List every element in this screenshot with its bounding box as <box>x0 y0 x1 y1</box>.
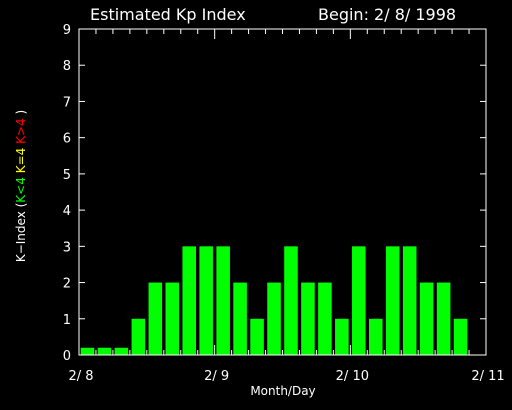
y-tick-label-2: 2 <box>63 277 71 292</box>
y-label-part-0: K−Index ( <box>14 203 28 262</box>
y-tick-label-0: 0 <box>63 349 71 364</box>
bar-19 <box>402 246 417 355</box>
y-tick-label-4: 4 <box>63 204 71 219</box>
y-tick-label-1: 1 <box>63 313 71 328</box>
y-tick-label-7: 7 <box>63 95 71 110</box>
bar-7 <box>199 246 213 355</box>
bars-group <box>80 246 468 355</box>
bar-21 <box>436 282 451 355</box>
x-axis-label: Month/Day <box>250 384 315 398</box>
y-tick-label-6: 6 <box>63 132 71 147</box>
y-tick-label-9: 9 <box>63 23 71 38</box>
y-tick-label-8: 8 <box>63 59 71 74</box>
bar-11 <box>267 282 281 355</box>
x-tick-label-1: 2/ 9 <box>204 369 229 384</box>
bar-18 <box>385 246 400 355</box>
y-axis-label: K−Index (K<4 K=4 K>4 ) <box>14 110 28 262</box>
begin-date-label: Begin: 2/ 8/ 1998 <box>318 5 456 24</box>
x-tick-label-3: 2/ 11 <box>471 369 504 384</box>
bar-13 <box>301 282 315 355</box>
bar-10 <box>250 318 264 355</box>
bar-9 <box>233 282 247 355</box>
y-label-part-6: ) <box>14 110 28 119</box>
bar-3 <box>131 318 146 355</box>
bar-2 <box>114 347 129 355</box>
bar-14 <box>318 282 332 355</box>
bar-0 <box>80 347 95 355</box>
chart-title: Estimated Kp Index <box>90 5 246 24</box>
y-label-part-3: K=4 <box>14 148 28 174</box>
x-axis: 2/ 8 2/ 9 2/ 10 2/ 11 <box>68 29 505 384</box>
bar-20 <box>419 282 434 355</box>
y-label-part-1: K<4 <box>14 177 28 203</box>
bar-6 <box>182 246 197 355</box>
bar-5 <box>165 282 180 355</box>
x-tick-label-2: 2/ 10 <box>336 369 369 384</box>
x-tick-label-0: 2/ 8 <box>68 369 93 384</box>
y-label-part-5: K>4 <box>14 118 28 144</box>
bar-17 <box>368 318 383 355</box>
bar-4 <box>148 282 163 355</box>
y-axis: 0 1 2 3 4 5 6 7 8 9 <box>63 23 486 364</box>
y-tick-label-5: 5 <box>63 168 71 183</box>
y-tick-label-3: 3 <box>63 240 71 255</box>
bar-12 <box>284 246 298 355</box>
bar-8 <box>216 246 230 355</box>
bar-22 <box>453 318 468 355</box>
bar-1 <box>97 347 112 355</box>
bar-15 <box>335 318 349 355</box>
bar-16 <box>352 246 366 355</box>
